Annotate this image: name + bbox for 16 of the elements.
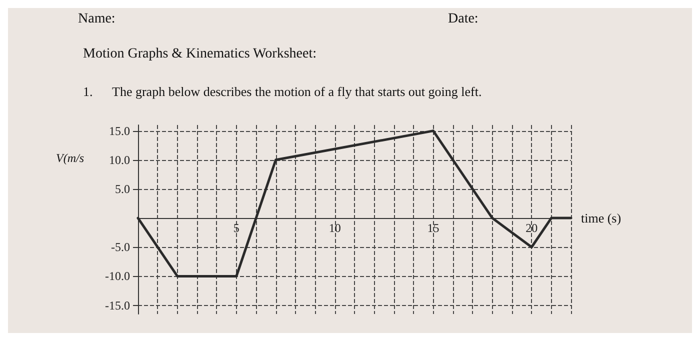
- x-tick-label: 15: [427, 221, 440, 236]
- chart-subtitle: 1. The graph below describes the motion of a fly that starts out going left.: [83, 84, 482, 99]
- x-tick-label: 20: [526, 221, 538, 236]
- text: Date:: [448, 12, 478, 26]
- y-tick-label: -15.0: [105, 298, 130, 312]
- y-tick-label: 5.0: [115, 182, 130, 196]
- y-axis-title: V(m/s: [56, 150, 84, 165]
- chart-title: Motion Graphs & Kinematics Worksheet:: [83, 46, 316, 62]
- y-tick-label: 10.0: [109, 152, 130, 167]
- x-tick-label: 5: [233, 221, 240, 236]
- x-axis-title: time (s): [581, 210, 622, 226]
- y-tick-label: -10.0: [105, 269, 130, 284]
- text: Name:: [78, 12, 116, 26]
- y-tick-label: 15.0: [109, 124, 130, 138]
- x-tick-label: 10: [328, 221, 341, 236]
- y-tick-label: -5.0: [111, 240, 130, 254]
